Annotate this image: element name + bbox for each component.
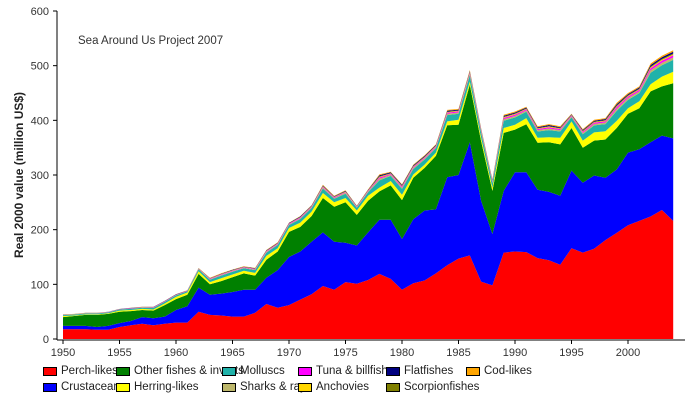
- legend-label: Cod-likes: [484, 365, 532, 377]
- legend-swatch: [222, 366, 236, 376]
- area-layers: [63, 50, 674, 339]
- x-tick-label: 1990: [503, 347, 527, 359]
- chart-title: Sea Around Us Project 2007: [78, 35, 223, 47]
- legend-item: Tuna & billfishes: [298, 365, 400, 377]
- x-tick-label: 1950: [51, 347, 75, 359]
- legend-swatch: [116, 366, 130, 376]
- legend-item: Herring-likes: [116, 381, 199, 393]
- legend-swatch: [298, 366, 312, 376]
- y-tick-label: 600: [31, 6, 49, 18]
- legend-swatch: [43, 382, 57, 392]
- area-series-perch-likes: [63, 210, 674, 339]
- legend-item: Molluscs: [222, 365, 285, 377]
- area-series-other-fishes-inverts: [63, 83, 674, 327]
- legend-swatch: [222, 382, 236, 392]
- x-tick-label: 1985: [446, 347, 470, 359]
- y-tick-label: 200: [31, 225, 49, 237]
- y-tick-label: 100: [31, 279, 49, 291]
- y-tick-label: 500: [31, 61, 49, 73]
- x-tick-label: 1955: [107, 347, 131, 359]
- legend-label: Perch-likes: [61, 365, 118, 377]
- legend-item: Other fishes & inverts: [116, 365, 244, 377]
- axis-ticks: 1950 1955 1960 1965 1970 1975 1980 1985 1990 1995…: [31, 6, 641, 359]
- legend-swatch: [386, 382, 400, 392]
- x-tick-label: 1960: [164, 347, 188, 359]
- x-tick-label: 1995: [559, 347, 583, 359]
- legend-label: Tuna & billfishes: [316, 365, 400, 377]
- legend-swatch: [386, 366, 400, 376]
- legend-item: Cod-likes: [466, 365, 532, 377]
- y-axis-label: Real 2000 value (million US$): [12, 92, 26, 258]
- area-series-crustaceans: [63, 135, 674, 330]
- legend-swatch: [43, 366, 57, 376]
- legend-label: Crustaceans: [61, 381, 126, 393]
- legend-label: Anchovies: [316, 381, 370, 393]
- x-tick-label: 2000: [616, 347, 640, 359]
- y-tick-label: 0: [43, 334, 49, 346]
- legend-item: Crustaceans: [43, 381, 126, 393]
- legend-item: Perch-likes: [43, 365, 118, 377]
- legend-label: Flatfishes: [404, 365, 454, 377]
- legend-swatch: [116, 382, 130, 392]
- legend-item: Flatfishes: [386, 365, 453, 377]
- x-tick-label: 1965: [220, 347, 244, 359]
- legend-swatch: [466, 366, 480, 376]
- legend-label: Scorpionfishes: [404, 381, 480, 393]
- legend-label: Molluscs: [240, 365, 285, 377]
- y-tick-label: 400: [31, 115, 49, 127]
- legend-item: Scorpionfishes: [386, 381, 479, 393]
- y-tick-label: 300: [31, 170, 49, 182]
- legend-label: Sharks & rays: [240, 381, 312, 393]
- legend-label: Herring-likes: [134, 381, 199, 393]
- legend-label: Other fishes & inverts: [134, 365, 244, 377]
- x-tick-label: 1975: [333, 347, 357, 359]
- legend-swatch: [298, 382, 312, 392]
- x-tick-label: 1970: [277, 347, 301, 359]
- x-tick-label: 1980: [390, 347, 414, 359]
- legend-item: Sharks & rays: [222, 381, 312, 393]
- legend-item: Anchovies: [298, 381, 369, 393]
